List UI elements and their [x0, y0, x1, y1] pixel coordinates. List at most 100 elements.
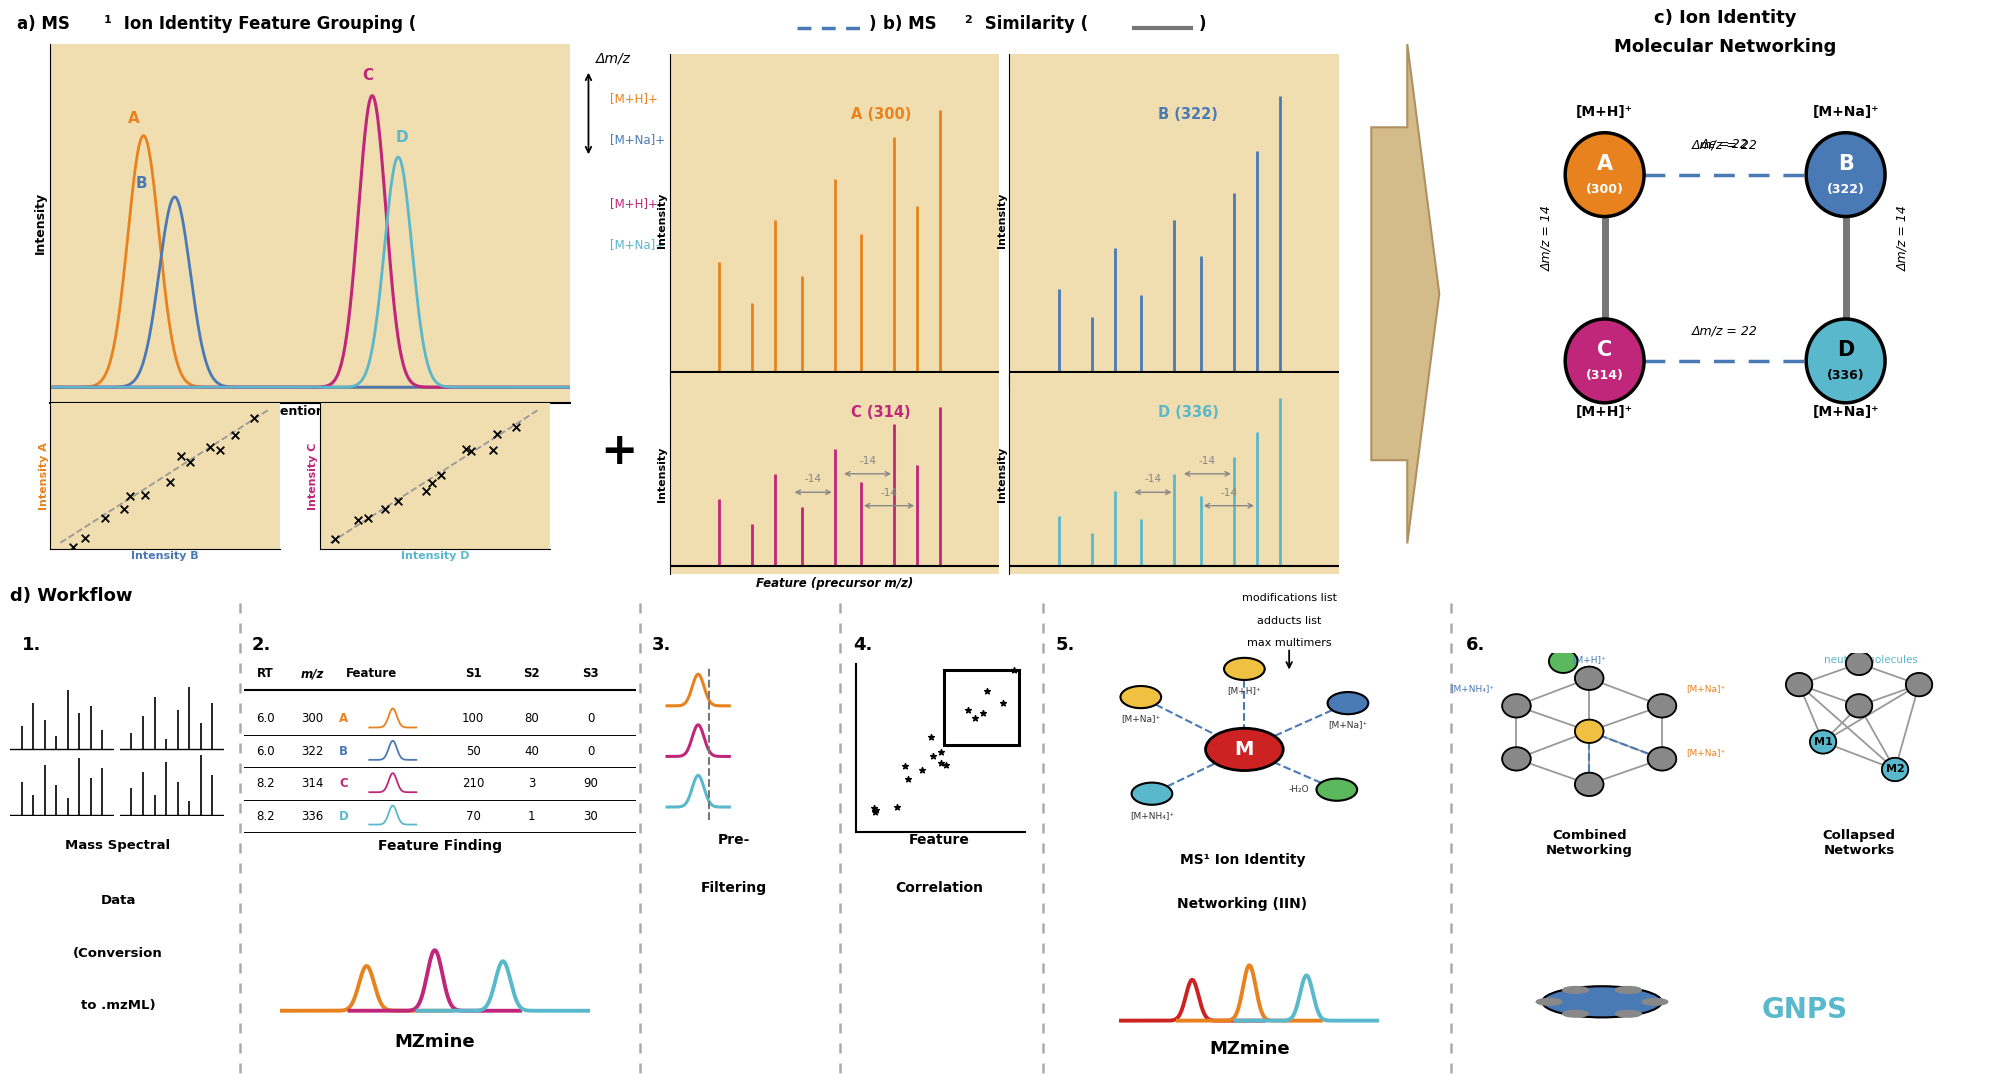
X-axis label: Feature (precursor m/z): Feature (precursor m/z)	[755, 578, 913, 591]
Point	[925, 743, 957, 761]
Text: 80: 80	[523, 713, 539, 726]
Text: 8.2: 8.2	[256, 809, 274, 823]
Text: 1.: 1.	[22, 635, 40, 654]
Text: 2: 2	[963, 14, 971, 25]
Text: [M+Na]+: [M+Na]+	[609, 238, 665, 251]
Point	[108, 500, 140, 518]
Text: -14: -14	[879, 487, 897, 497]
Text: S3: S3	[581, 667, 599, 680]
Text: -14: -14	[1199, 456, 1215, 466]
Text: -14: -14	[1145, 474, 1161, 484]
Point	[997, 662, 1029, 679]
Point	[70, 530, 102, 547]
Text: Feature Finding: Feature Finding	[378, 839, 501, 853]
Circle shape	[1646, 694, 1676, 717]
Text: 90: 90	[583, 777, 597, 790]
Point	[929, 756, 961, 774]
Text: MZmine: MZmine	[394, 1033, 476, 1051]
Text: [M+H]⁺: [M+H]⁺	[1572, 655, 1604, 665]
Text: Correlation: Correlation	[895, 881, 983, 895]
Point	[454, 442, 486, 459]
Circle shape	[1880, 758, 1908, 781]
Text: 40: 40	[523, 745, 539, 757]
Text: C: C	[340, 777, 348, 790]
Text: Pre-: Pre-	[717, 833, 749, 848]
Point	[967, 704, 999, 721]
Text: Δϵ = 22: Δϵ = 22	[1700, 138, 1748, 151]
Text: adducts list: adducts list	[1257, 616, 1321, 626]
Circle shape	[1806, 319, 1884, 403]
Text: 30: 30	[583, 809, 597, 823]
Point	[220, 426, 252, 444]
Text: D: D	[340, 809, 348, 823]
Bar	[943, 670, 1019, 744]
Text: 1: 1	[527, 809, 535, 823]
Circle shape	[1614, 987, 1640, 993]
Y-axis label: Intensity C: Intensity C	[308, 443, 318, 509]
Text: [M+NH₄]⁺: [M+NH₄]⁺	[1129, 811, 1173, 819]
Circle shape	[1564, 133, 1642, 217]
Text: Δm/z = 22: Δm/z = 22	[1692, 138, 1756, 151]
Circle shape	[1327, 692, 1367, 714]
Text: [M+Na]⁺: [M+Na]⁺	[1686, 747, 1724, 756]
Point	[166, 447, 198, 465]
Text: d) Workflow: d) Workflow	[10, 586, 132, 605]
Circle shape	[1784, 673, 1812, 696]
Point	[959, 709, 991, 727]
Text: [M+H]+: [M+H]+	[609, 197, 657, 210]
Point	[342, 511, 374, 529]
Text: Δm/z = 22: Δm/z = 22	[1692, 324, 1756, 337]
Circle shape	[1844, 652, 1872, 675]
Text: [M+Na]⁺: [M+Na]⁺	[1327, 720, 1367, 729]
Point	[951, 702, 983, 719]
Text: (336): (336)	[1826, 369, 1864, 382]
Text: B: B	[136, 176, 148, 190]
Text: Feature: Feature	[909, 833, 969, 848]
Text: [M+H]⁺: [M+H]⁺	[1227, 687, 1261, 695]
Text: M: M	[1235, 740, 1253, 759]
Text: A (300): A (300)	[851, 107, 911, 122]
Point	[114, 487, 146, 505]
Text: 3: 3	[527, 777, 535, 790]
Text: [M+Na]⁺: [M+Na]⁺	[1812, 405, 1878, 419]
Point	[881, 799, 913, 816]
Text: [M+Na]⁺: [M+Na]⁺	[1686, 684, 1724, 693]
Text: 0: 0	[587, 745, 593, 757]
Text: MS¹ Ion Identity: MS¹ Ion Identity	[1179, 853, 1305, 867]
Text: C: C	[1596, 341, 1612, 360]
Text: 210: 210	[462, 777, 484, 790]
Text: M2: M2	[1884, 765, 1904, 775]
Point	[130, 486, 162, 504]
Text: Δm/z: Δm/z	[595, 51, 629, 65]
Circle shape	[1562, 1011, 1588, 1017]
Y-axis label: Intensity: Intensity	[997, 446, 1007, 502]
Text: c) Ion Identity: c) Ion Identity	[1652, 9, 1796, 27]
Text: ): )	[1199, 14, 1205, 33]
Point	[318, 530, 350, 547]
Text: 336: 336	[302, 809, 324, 823]
Text: max multimers: max multimers	[1247, 639, 1331, 648]
Circle shape	[1548, 650, 1576, 673]
X-axis label: Intensity D: Intensity D	[400, 551, 470, 560]
Text: S2: S2	[523, 667, 539, 680]
Circle shape	[1574, 667, 1602, 690]
Text: a) MS: a) MS	[18, 14, 70, 33]
Text: Collapsed
Networks: Collapsed Networks	[1822, 829, 1894, 857]
Text: -14: -14	[1219, 487, 1237, 497]
Point	[905, 762, 937, 779]
Text: [M+Na]⁺: [M+Na]⁺	[1812, 106, 1878, 120]
Text: [M+Na]+: [M+Na]+	[609, 133, 665, 146]
Text: [M+H]⁺: [M+H]⁺	[1574, 106, 1632, 120]
Circle shape	[1640, 999, 1666, 1005]
Text: ): )	[867, 14, 875, 33]
Point	[174, 453, 206, 470]
Point	[154, 473, 186, 491]
Text: [M+NH₄]⁺: [M+NH₄]⁺	[1449, 684, 1495, 693]
Circle shape	[1614, 1011, 1640, 1017]
Point	[410, 483, 442, 500]
Point	[917, 747, 949, 765]
Text: 2.: 2.	[252, 635, 270, 654]
Circle shape	[1574, 719, 1602, 743]
Point	[204, 442, 236, 459]
Text: (300): (300)	[1584, 183, 1622, 196]
